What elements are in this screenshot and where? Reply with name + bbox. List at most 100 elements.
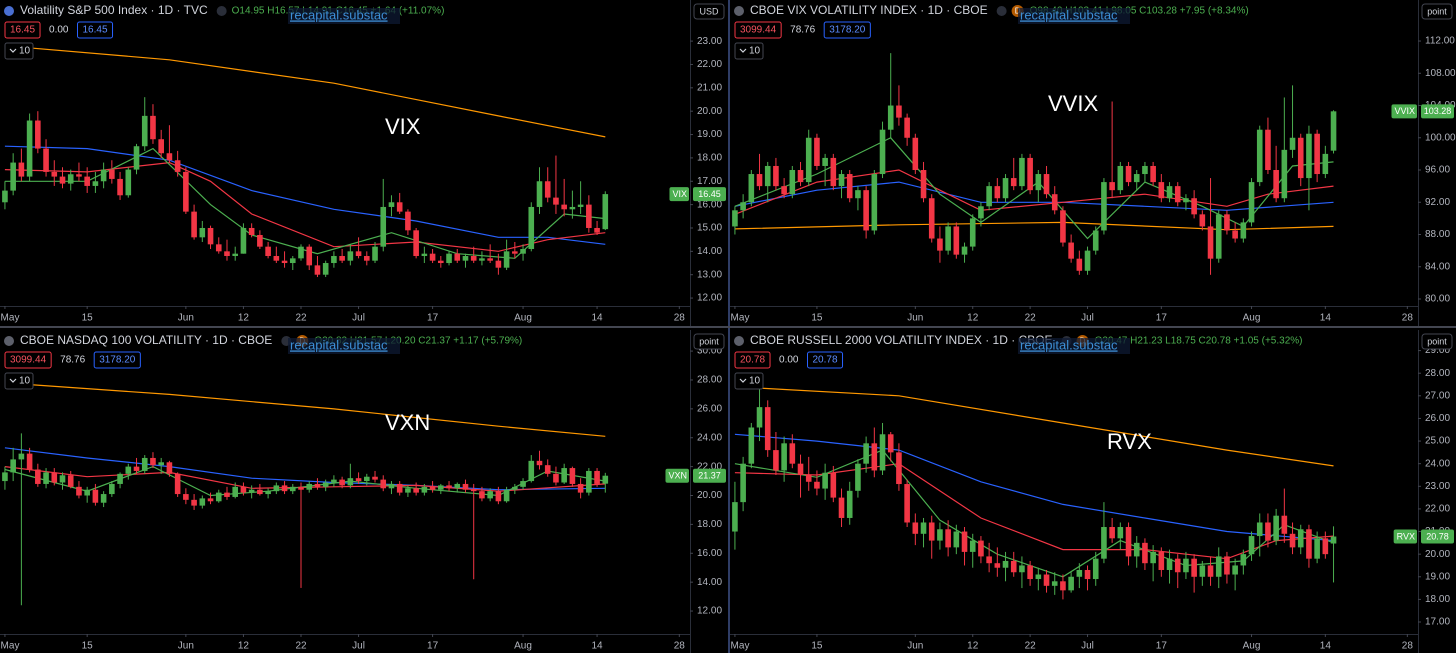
candle-body bbox=[363, 256, 370, 261]
collapse-count: 10 bbox=[749, 376, 761, 387]
unit-label: USD bbox=[699, 6, 719, 16]
candle-body bbox=[544, 465, 551, 474]
x-tick-label: 14 bbox=[1320, 641, 1332, 652]
candle-body bbox=[141, 115, 148, 147]
candle-body bbox=[438, 485, 444, 490]
candle-body bbox=[331, 479, 337, 483]
y-tick-label: 100.00 bbox=[1425, 132, 1456, 143]
candle-body bbox=[1273, 515, 1279, 541]
candle-body bbox=[1027, 565, 1033, 580]
candle-body bbox=[561, 204, 567, 210]
candle-body bbox=[994, 186, 1001, 199]
watermark: recapital.substac bbox=[290, 337, 388, 352]
candle-body bbox=[594, 470, 600, 484]
price-tag-symbol-bg bbox=[1393, 529, 1417, 544]
candle-body bbox=[26, 453, 33, 470]
candle-body bbox=[553, 473, 559, 483]
candle-body bbox=[438, 260, 444, 264]
candle-body bbox=[1109, 527, 1115, 539]
candle-body bbox=[937, 529, 943, 541]
y-tick-label: 24.00 bbox=[697, 432, 722, 443]
legend-field: 20.78 bbox=[740, 355, 765, 366]
candle-body bbox=[814, 137, 820, 166]
collapse-count: 10 bbox=[19, 376, 31, 387]
candle-body bbox=[141, 457, 148, 471]
candle-body bbox=[1043, 574, 1050, 586]
candle-body bbox=[67, 174, 74, 184]
candle-body bbox=[495, 491, 502, 502]
candle-body bbox=[764, 407, 771, 451]
plot bbox=[732, 53, 1337, 275]
candle-body bbox=[1010, 178, 1017, 187]
candle-body bbox=[528, 206, 535, 250]
legend-field: 3099.44 bbox=[10, 355, 47, 366]
candle-body bbox=[1150, 165, 1156, 183]
candle-body bbox=[199, 227, 206, 238]
y-tick-label: 26.00 bbox=[1425, 413, 1450, 424]
moving-average-line bbox=[734, 169, 1334, 215]
candle-body bbox=[756, 174, 763, 187]
candle-body bbox=[2, 190, 8, 203]
x-tick-label: Aug bbox=[514, 641, 532, 652]
candle-body bbox=[59, 176, 66, 184]
candle-body bbox=[117, 473, 123, 484]
unit-button bbox=[1421, 3, 1453, 20]
candle-body bbox=[1174, 186, 1181, 203]
candle-body bbox=[1256, 129, 1263, 183]
ohlc: O20.47 H21.23 L18.75 C20.78 +1.05 (+5.32… bbox=[1095, 336, 1303, 347]
y-tick-label: 22.00 bbox=[697, 461, 722, 472]
candle-body bbox=[396, 202, 403, 212]
candle-body bbox=[1109, 182, 1115, 191]
y-tick-label: 28.00 bbox=[1425, 368, 1450, 379]
candle-body bbox=[109, 483, 115, 495]
candle-body bbox=[1289, 533, 1296, 548]
candle-body bbox=[805, 474, 812, 482]
candle-body bbox=[1133, 542, 1140, 557]
candle-body bbox=[109, 169, 115, 179]
candle-body bbox=[183, 494, 189, 500]
candle-body bbox=[314, 265, 321, 275]
candle-body bbox=[92, 181, 99, 186]
candle-body bbox=[896, 105, 902, 118]
candle-body bbox=[569, 468, 576, 484]
candle-body bbox=[26, 120, 33, 177]
candle-body bbox=[1322, 153, 1329, 175]
legend-field-box bbox=[77, 21, 114, 39]
candle-body bbox=[1060, 210, 1066, 243]
candle-body bbox=[43, 472, 49, 484]
chart-title: CBOE NASDAQ 100 VOLATILITY · 1D · CBOE bbox=[20, 333, 272, 347]
candle-body bbox=[347, 478, 354, 486]
y-tick-label: 14.00 bbox=[697, 246, 722, 257]
candle-body bbox=[912, 137, 919, 171]
price-tag-symbol-bg bbox=[1391, 104, 1417, 119]
candle-body bbox=[10, 162, 16, 191]
legend-field: 16.45 bbox=[10, 25, 35, 36]
candle-body bbox=[969, 218, 976, 247]
candle-body bbox=[945, 226, 951, 251]
candle-body bbox=[528, 460, 535, 482]
candle-body bbox=[986, 556, 992, 564]
candle-body bbox=[1207, 565, 1214, 577]
candle-body bbox=[35, 469, 41, 484]
collapse-button bbox=[734, 372, 764, 390]
candle-body bbox=[838, 497, 845, 518]
watermark-bg bbox=[288, 8, 400, 24]
visibility-icon bbox=[216, 6, 227, 16]
candle-body bbox=[805, 137, 812, 183]
price-tag-symbol-bg bbox=[665, 468, 689, 483]
candle-body bbox=[1273, 170, 1279, 199]
candle-body bbox=[561, 468, 567, 483]
x-tick-label: Jul bbox=[1081, 641, 1094, 652]
candle-body bbox=[732, 210, 738, 227]
legend-field: 3178.20 bbox=[829, 25, 866, 36]
x-tick-label: 22 bbox=[295, 641, 307, 652]
annotation: VVIX bbox=[1048, 91, 1098, 116]
collapse-count: 10 bbox=[749, 46, 761, 57]
candle-body bbox=[1142, 165, 1148, 175]
candle-body bbox=[117, 178, 123, 196]
candle-body bbox=[961, 531, 968, 552]
pane: 12.00 13.00 14.00 15.00 16.00 17.00 18.00 19.00… bbox=[0, 0, 726, 326]
moving-average-line bbox=[734, 181, 1334, 211]
candle-body bbox=[1068, 576, 1074, 591]
